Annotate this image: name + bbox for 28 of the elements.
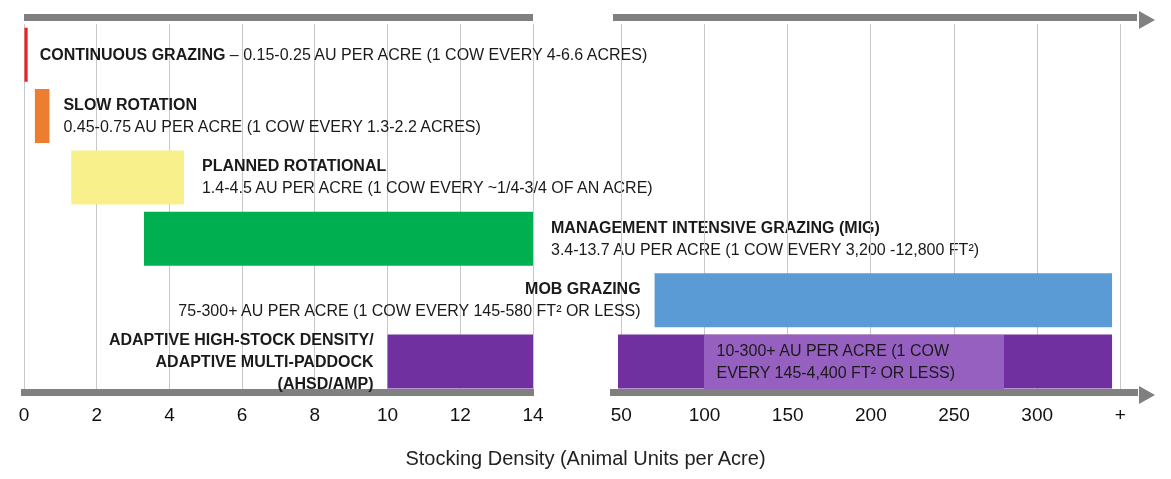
bar [387,334,533,389]
x-tick-label: 250 [938,403,970,425]
x-tick-label: 2 [91,403,102,425]
x-tick-label: 50 [610,403,632,425]
x-tick-label: + [1114,403,1126,425]
annotation: 10-300+ AU PER ACRE (1 COW EVERY 145-4,400 FT² OR LESS) [716,340,956,383]
x-tick-label: 8 [309,403,321,425]
x-tick-label: 10 [377,403,399,425]
x-tick-label: 14 [522,403,544,425]
x-tick-label: 300 [1021,403,1054,425]
x-tick-label: 12 [449,403,471,425]
bar [34,89,50,144]
annotation: MOB GRAZING 75-300+ AU PER ACRE (1 COW EVERY 145-580 FT² OR LESS) [178,279,641,322]
annotation: MANAGEMENT INTENSIVE GRAZING (MIG) 3.4-13.7 AU PER ACRE (1 COW EVERY 3,200 -12,800 FT²) [551,217,980,260]
annotation: CONTINUOUS GRAZING – 0.15-0.25 AU PER ACRE (1 COW EVERY 4-6.6 ACRES) [39,44,648,65]
bar [143,211,533,266]
x-axis-title: Stocking Density (Animal Units per Acre) [405,447,766,470]
annotation: SLOW ROTATION 0.45-0.75 AU PER ACRE (1 COW EVERY 1.3-2.2 ACRES) [63,95,481,138]
bar [71,150,184,205]
bar [24,27,28,82]
annotation: PLANNED ROTATIONAL 1.4-4.5 AU PER ACRE (1 COW EVERY ~1/4-3/4 OF AN ACRE) [201,156,653,199]
x-tick-label: 4 [164,403,176,425]
annotation: ADAPTIVE HIGH-STOCK DENSITY/ ADAPTIVE MULTI-PADDOCK (AHSD/AMP) [108,330,374,392]
x-tick-label: 6 [236,403,248,425]
x-tick-label: 200 [854,403,887,425]
x-tick-label: 150 [771,403,804,425]
x-tick-label: 0 [18,403,30,425]
x-tick-label: 100 [688,403,721,425]
